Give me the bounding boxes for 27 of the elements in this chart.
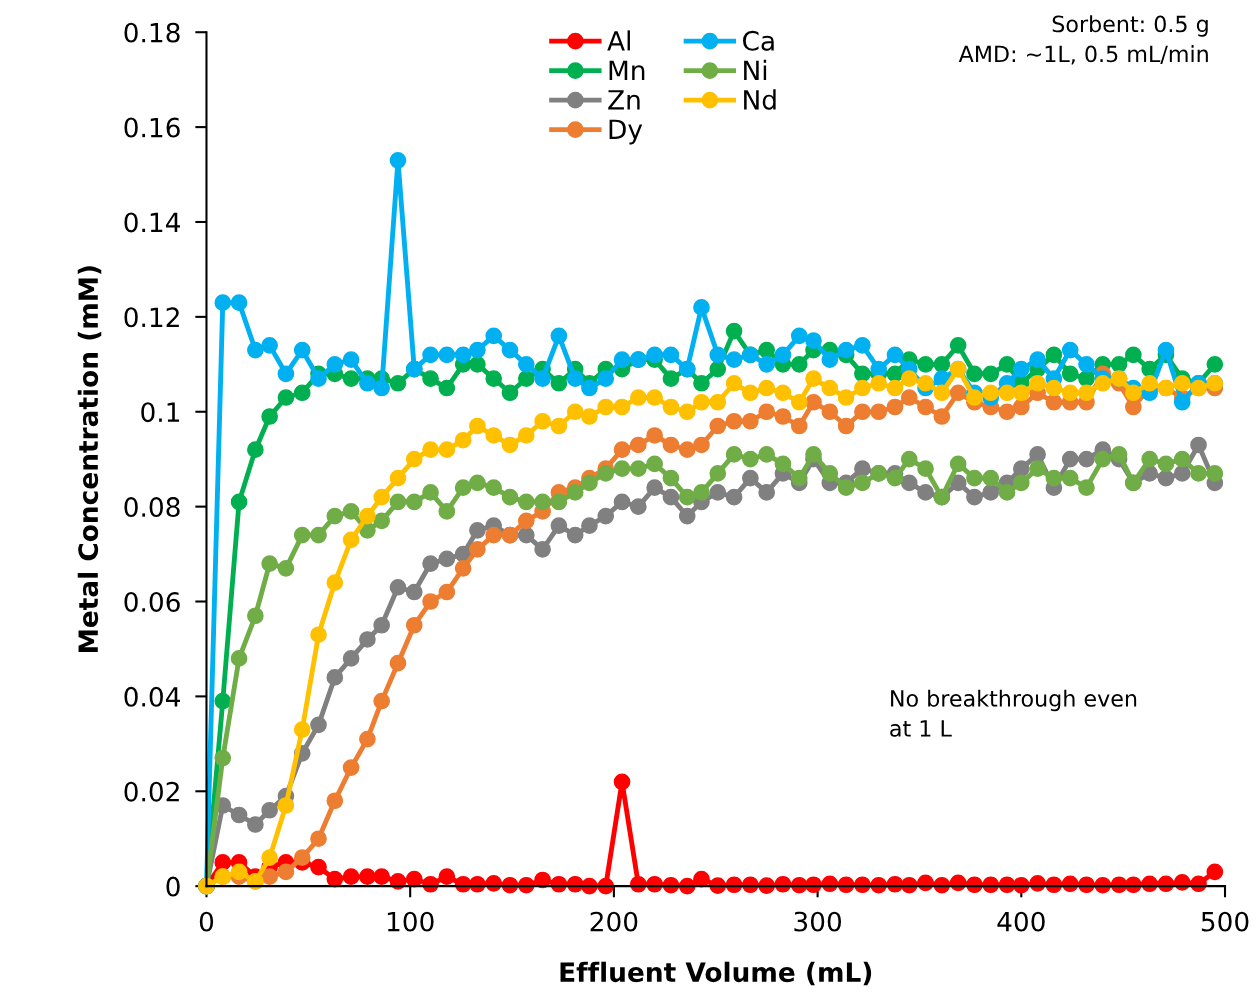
y-tick-label: 0 [166, 876, 180, 897]
y-tick-label: 0.18 [124, 22, 180, 43]
y-tick-label: 0.14 [124, 212, 180, 233]
legend-label: Nd [744, 89, 776, 110]
x-tick-label: 200 [590, 911, 638, 932]
legend-label: Ca [743, 30, 774, 51]
legend-label: Ni [744, 59, 767, 80]
x-tick-label: 500 [1201, 911, 1249, 932]
y-tick-label: 0.12 [124, 307, 179, 328]
y-tick-label: 0.06 [124, 591, 180, 612]
legend-label: Zn [608, 90, 640, 110]
x-tick-label: 100 [387, 911, 434, 932]
legend-label: Mn [609, 60, 645, 80]
annotation: No breakthrough even at 1 L [890, 689, 1137, 737]
y-tick-label: 0.08 [124, 497, 180, 518]
x-tick-label: 400 [997, 911, 1045, 932]
x-tick-label: 300 [794, 911, 842, 932]
y-tick-label: 0.16 [124, 117, 180, 138]
legend-label: Al [607, 30, 630, 51]
y-tick-label: 0.02 [124, 781, 179, 802]
legend-label: Dy [609, 119, 643, 145]
y-tick-label: 0.1 [141, 402, 180, 423]
y-axis-title: Metal Concentration (mM) [77, 266, 102, 653]
x-axis-title: Effluent Volume (mL) [560, 961, 872, 986]
annotation: Sorbent: 0.5 g AMD: ~1L, 0.5 mL/min [958, 15, 1208, 65]
y-tick-label: 0.04 [124, 686, 180, 707]
x-tick-label: 0 [199, 911, 214, 932]
